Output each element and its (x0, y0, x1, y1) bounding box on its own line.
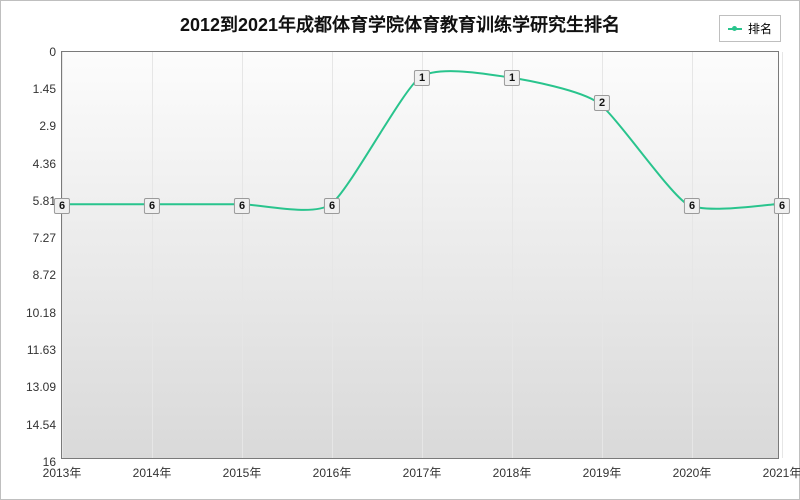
y-tick-label: 8.72 (33, 268, 62, 282)
data-label: 1 (414, 70, 430, 86)
y-tick-label: 0 (49, 45, 62, 59)
legend-label: 排名 (748, 20, 772, 37)
x-tick-label: 2016年 (313, 458, 352, 481)
data-label: 6 (684, 198, 700, 214)
x-gridline (422, 52, 423, 458)
data-label: 6 (144, 198, 160, 214)
series-line (64, 71, 777, 210)
x-gridline (152, 52, 153, 458)
legend-swatch (728, 28, 742, 30)
x-tick-label: 2019年 (583, 458, 622, 481)
x-tick-label: 2014年 (133, 458, 172, 481)
legend-box: 排名 (719, 15, 781, 42)
data-label: 2 (594, 95, 610, 111)
y-tick-label: 2.9 (39, 119, 62, 133)
y-tick-label: 4.36 (33, 157, 62, 171)
data-label: 6 (324, 198, 340, 214)
plot-area: 2013年2014年2015年2016年2017年2018年2019年2020年… (61, 51, 779, 459)
x-tick-label: 2018年 (493, 458, 532, 481)
x-tick-label: 2015年 (223, 458, 262, 481)
x-tick-label: 2020年 (673, 458, 712, 481)
chart-title: 2012到2021年成都体育学院体育教育训练学研究生排名 (1, 11, 799, 37)
y-tick-label: 1.45 (33, 82, 62, 96)
x-gridline (602, 52, 603, 458)
x-tick-label: 2021年 (763, 458, 800, 481)
chart-container: 2012到2021年成都体育学院体育教育训练学研究生排名 排名 2013年201… (0, 0, 800, 500)
x-gridline (332, 52, 333, 458)
x-gridline (512, 52, 513, 458)
x-gridline (692, 52, 693, 458)
y-tick-label: 7.27 (33, 231, 62, 245)
x-tick-label: 2017年 (403, 458, 442, 481)
data-label: 6 (234, 198, 250, 214)
y-tick-label: 13.09 (26, 380, 62, 394)
y-tick-label: 16 (43, 455, 62, 469)
x-gridline (242, 52, 243, 458)
y-tick-label: 14.54 (26, 418, 62, 432)
y-tick-label: 10.18 (26, 306, 62, 320)
x-gridline (62, 52, 63, 458)
x-gridline (782, 52, 783, 458)
data-label: 6 (54, 198, 70, 214)
data-label: 6 (774, 198, 790, 214)
y-tick-label: 11.63 (27, 343, 62, 357)
data-label: 1 (504, 70, 520, 86)
line-svg (62, 52, 778, 458)
